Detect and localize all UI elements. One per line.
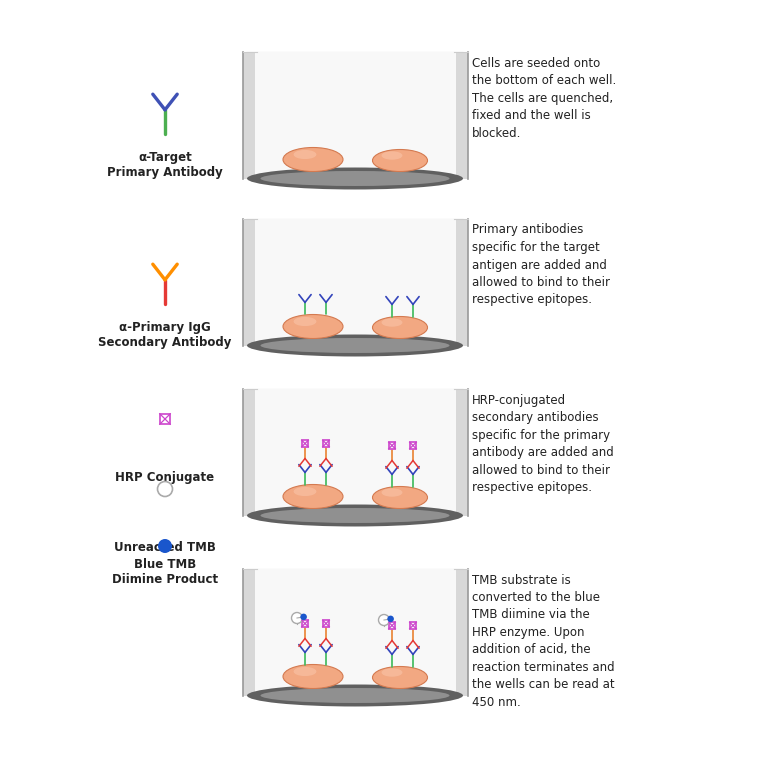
Circle shape xyxy=(292,613,303,623)
Ellipse shape xyxy=(381,319,403,327)
Text: Primary antibodies
specific for the target
antigen are added and
allowed to bind: Primary antibodies specific for the targ… xyxy=(472,224,610,306)
Bar xyxy=(389,442,396,449)
Bar xyxy=(455,568,468,695)
FancyBboxPatch shape xyxy=(247,389,464,513)
Bar xyxy=(389,622,396,629)
Bar xyxy=(410,442,416,449)
Ellipse shape xyxy=(247,335,463,357)
Bar xyxy=(322,440,329,447)
Ellipse shape xyxy=(373,150,428,171)
Bar xyxy=(160,414,170,424)
Ellipse shape xyxy=(283,147,343,171)
Ellipse shape xyxy=(293,150,316,159)
Ellipse shape xyxy=(261,171,449,186)
Circle shape xyxy=(300,613,307,620)
Bar xyxy=(410,622,416,629)
Text: Cells are seeded onto
the bottom of each well.
The cells are quenched,
fixed and: Cells are seeded onto the bottom of each… xyxy=(472,57,617,140)
Text: HRP-conjugated
secondary antibodies
specific for the primary
antibody are added : HRP-conjugated secondary antibodies spec… xyxy=(472,393,613,494)
Text: TMB substrate is
converted to the blue
TMB diimine via the
HRP enzyme. Upon
addi: TMB substrate is converted to the blue T… xyxy=(472,574,614,709)
Ellipse shape xyxy=(247,685,463,707)
Ellipse shape xyxy=(261,508,449,523)
Ellipse shape xyxy=(293,667,316,676)
Ellipse shape xyxy=(293,487,316,496)
Ellipse shape xyxy=(247,504,463,526)
Ellipse shape xyxy=(373,316,428,338)
Bar xyxy=(455,51,468,179)
Bar xyxy=(322,620,329,627)
FancyBboxPatch shape xyxy=(247,51,464,176)
Ellipse shape xyxy=(381,668,403,677)
Ellipse shape xyxy=(381,488,403,497)
Circle shape xyxy=(387,616,394,622)
FancyBboxPatch shape xyxy=(247,219,464,344)
Circle shape xyxy=(378,614,390,626)
Circle shape xyxy=(158,539,172,553)
Bar xyxy=(242,219,254,345)
Ellipse shape xyxy=(247,167,463,189)
Bar xyxy=(242,568,254,695)
Ellipse shape xyxy=(373,666,428,688)
Ellipse shape xyxy=(373,487,428,509)
Bar xyxy=(455,219,468,345)
Ellipse shape xyxy=(283,484,343,509)
Ellipse shape xyxy=(293,317,316,326)
Bar xyxy=(242,51,254,179)
Bar xyxy=(455,389,468,516)
Ellipse shape xyxy=(283,315,343,338)
Ellipse shape xyxy=(381,151,403,160)
Text: α-Primary IgG
Secondary Antibody: α-Primary IgG Secondary Antibody xyxy=(99,321,231,349)
Text: Blue TMB
Diimine Product: Blue TMB Diimine Product xyxy=(112,558,218,586)
Ellipse shape xyxy=(283,665,343,688)
Ellipse shape xyxy=(261,688,449,703)
FancyBboxPatch shape xyxy=(247,568,464,694)
Text: α-Target
Primary Antibody: α-Target Primary Antibody xyxy=(107,151,223,179)
Text: HRP Conjugate: HRP Conjugate xyxy=(115,471,215,484)
Bar xyxy=(242,389,254,516)
Bar xyxy=(302,440,309,447)
Text: Unreacted TMB: Unreacted TMB xyxy=(114,541,216,554)
Ellipse shape xyxy=(261,338,449,353)
Bar xyxy=(302,620,309,627)
